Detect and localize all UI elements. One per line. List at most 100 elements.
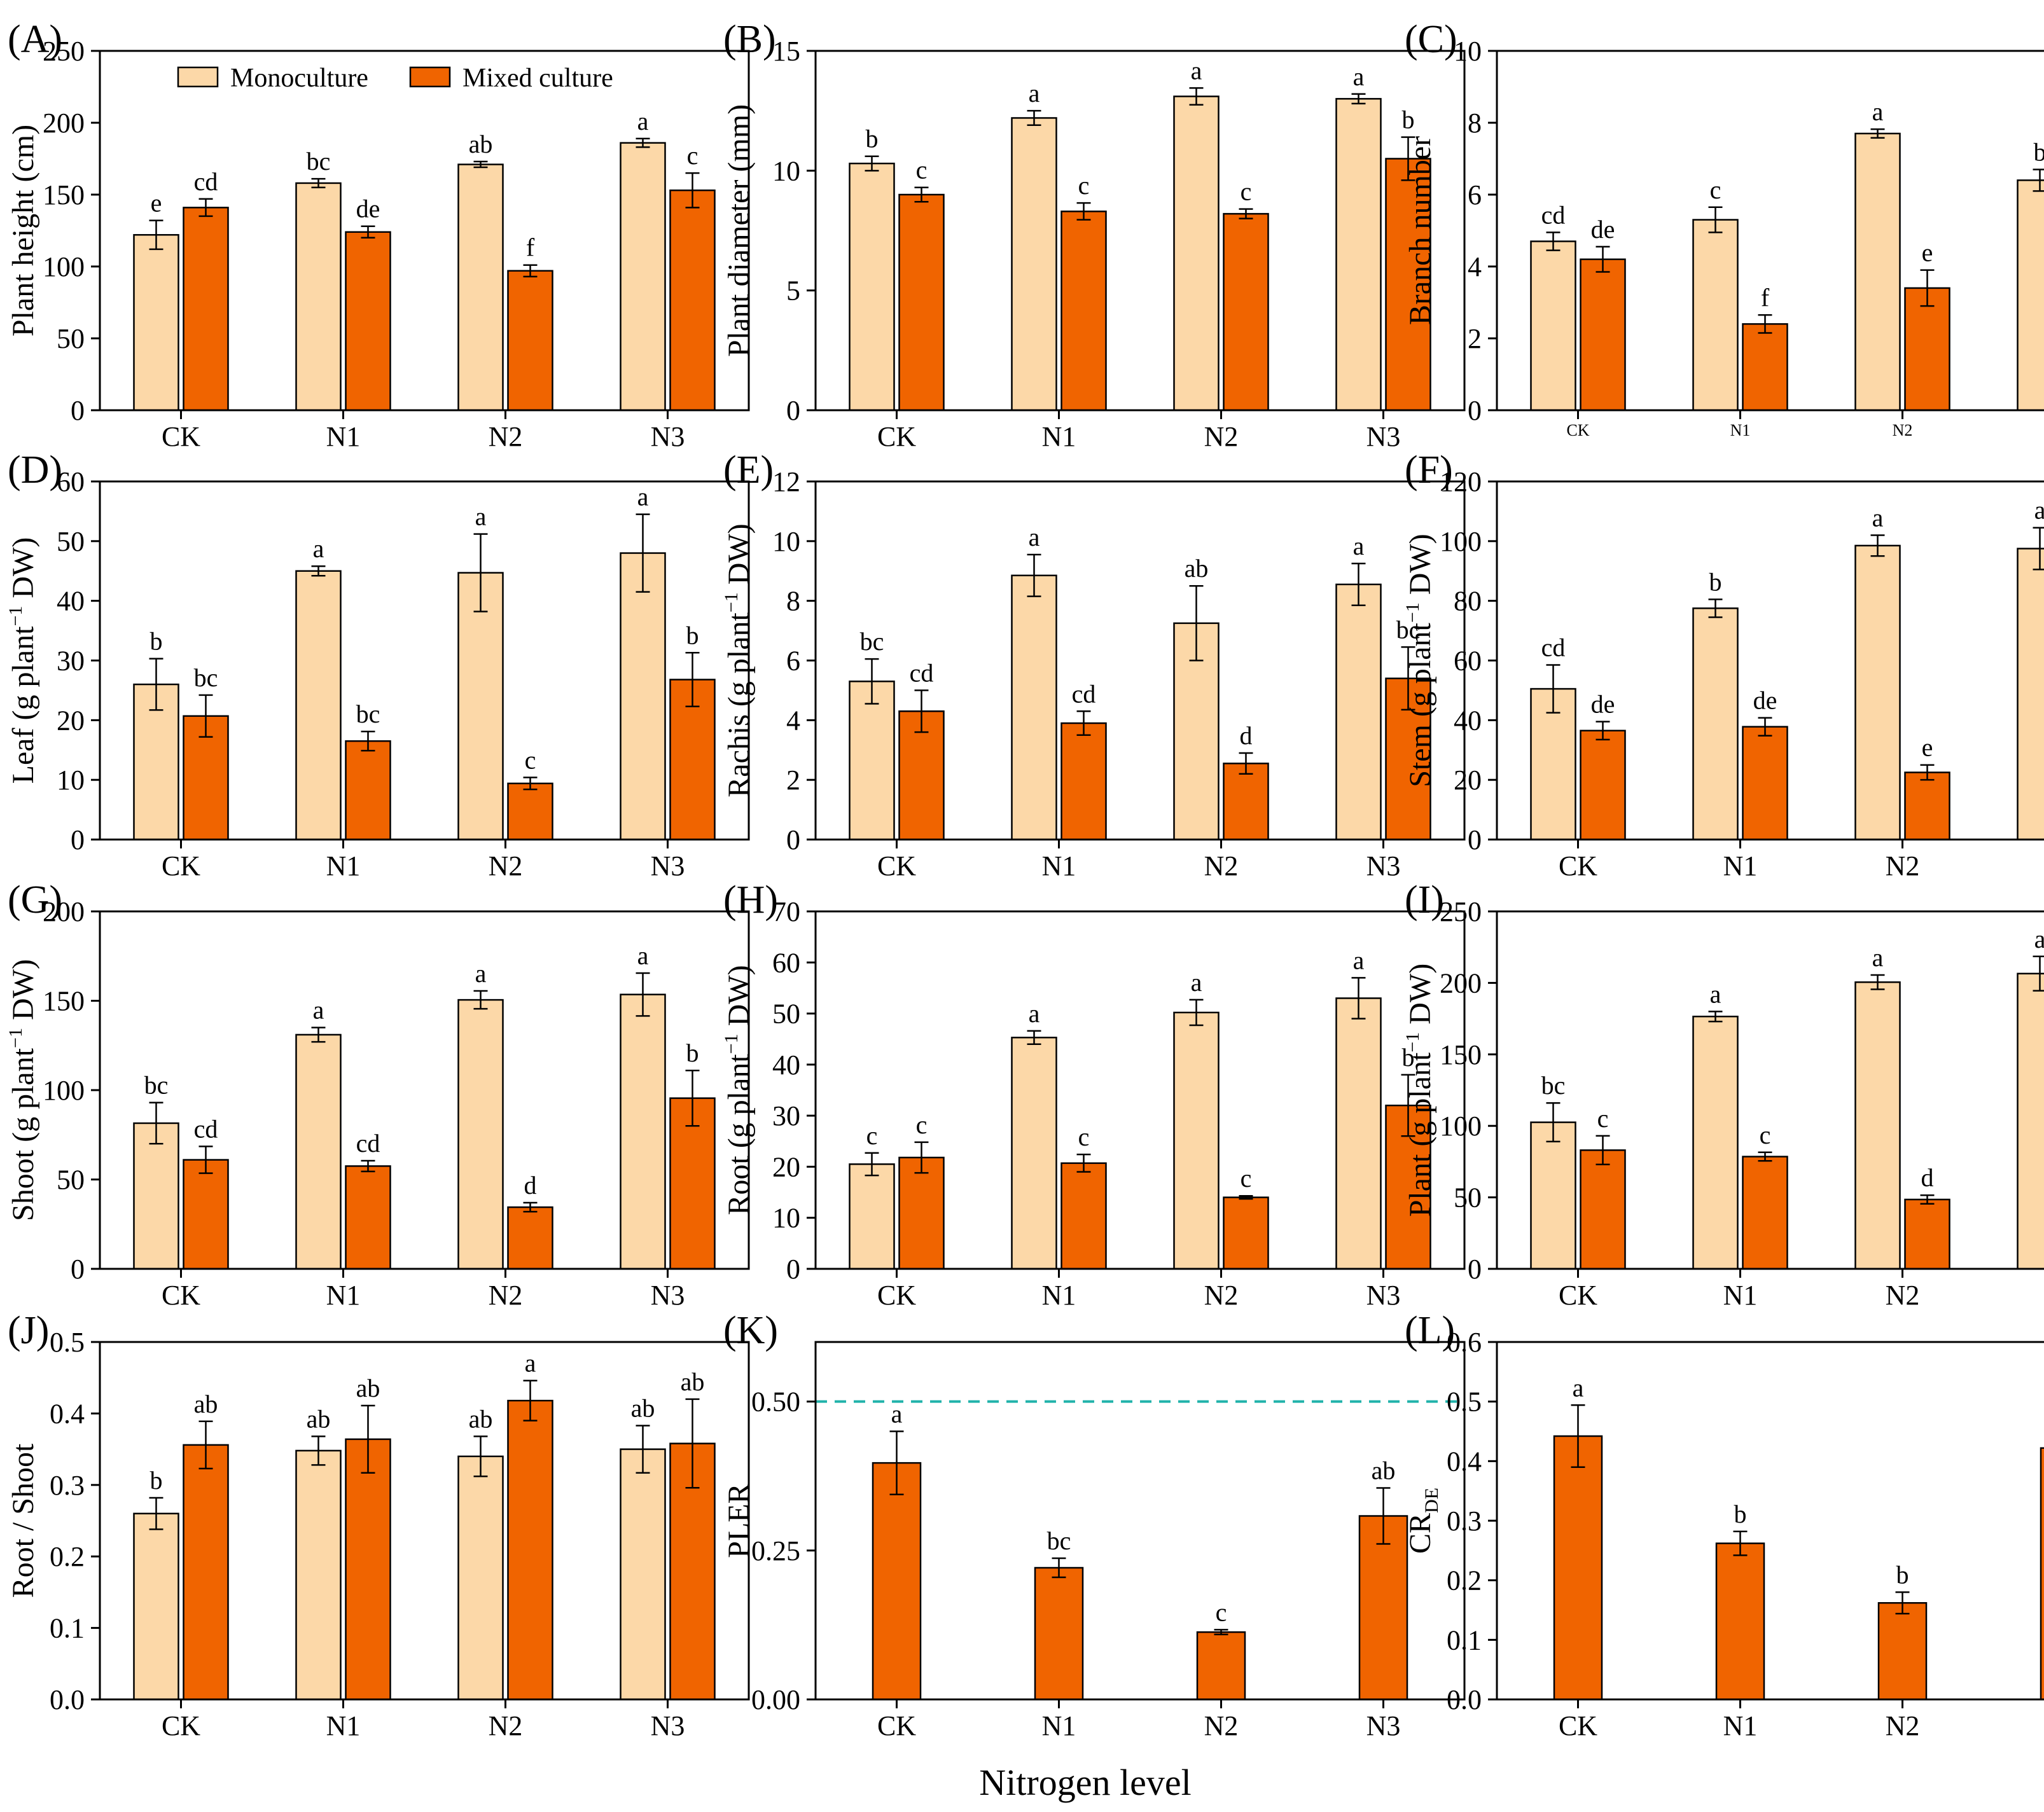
significance-label: a	[637, 107, 649, 135]
significance-label: de	[1591, 215, 1615, 244]
bar	[1580, 730, 1626, 841]
significance-label: c	[1597, 1104, 1609, 1133]
y-tick-label: 40	[1454, 705, 1482, 736]
bar	[898, 193, 945, 412]
panel-label: (G)	[8, 878, 62, 922]
y-axis-title-text: Root (g plant	[722, 1054, 756, 1215]
y-tick-label: 200	[43, 896, 85, 927]
y-tick-label: 10	[772, 155, 800, 186]
y-tick-label: 0.5	[1447, 1387, 1482, 1418]
y-axis-title: Stem (g plant−1 DW)	[1402, 534, 1437, 787]
significance-label: b	[2034, 137, 2044, 166]
y-tick-label: 70	[772, 896, 800, 927]
bar	[849, 681, 895, 841]
panel-label: (C)	[1405, 18, 1457, 61]
bar	[507, 1206, 553, 1270]
significance-label: cd	[910, 658, 934, 687]
significance-label: a	[1029, 999, 1040, 1028]
x-tick-label: N3	[651, 1710, 685, 1741]
significance-label: e	[1922, 239, 1933, 267]
y-tick-label: 100	[1440, 526, 1482, 557]
significance-label: c	[687, 141, 699, 170]
x-tick-label: N1	[326, 421, 361, 452]
panel-label: (H)	[723, 878, 778, 922]
significance-label: ab	[356, 1374, 380, 1402]
y-axis-title-unit: DW)	[1403, 964, 1437, 1032]
bar	[457, 163, 504, 412]
significance-label: b	[866, 125, 879, 153]
y-tick-label: 8	[786, 586, 800, 617]
significance-label: d	[1240, 721, 1253, 750]
y-tick-label: 2	[786, 764, 800, 796]
x-tick-label: CK	[877, 1280, 916, 1311]
significance-label: a	[637, 941, 649, 970]
significance-label: bc	[144, 1071, 169, 1100]
significance-label: cd	[1072, 679, 1096, 708]
legend: Monoculture Mixed culture	[177, 64, 613, 93]
y-axis-title-text: PLER	[722, 1483, 756, 1558]
significance-label: a	[1353, 62, 1365, 91]
significance-label: e	[151, 189, 162, 218]
significance-label: bc	[307, 147, 331, 176]
x-tick-label: N1	[1723, 850, 1758, 882]
bar	[1854, 981, 1901, 1270]
panel-label: (E)	[723, 448, 774, 492]
chart-panel-f: (F)020406080100120cdbaadedeebcCKN1N2N3St…	[1402, 448, 2044, 882]
bar	[1692, 219, 1739, 412]
significance-label: de	[356, 195, 380, 223]
y-tick-label: 0.2	[1447, 1565, 1482, 1596]
bar	[2040, 1447, 2044, 1701]
y-axis-title-unit: DW)	[722, 523, 756, 592]
bar	[133, 234, 179, 412]
significance-label: a	[525, 1349, 536, 1378]
y-tick-label: 60	[1454, 646, 1482, 677]
bar	[872, 1462, 922, 1701]
significance-label: a	[1573, 1373, 1584, 1402]
bar	[507, 782, 553, 841]
significance-label: a	[475, 502, 487, 531]
bar	[1530, 1121, 1576, 1270]
bar	[1553, 1435, 1603, 1701]
y-tick-label: 20	[772, 1151, 800, 1182]
significance-label: ab	[469, 1404, 493, 1433]
y-tick-label: 0	[71, 824, 85, 855]
chart-panel-e: (E) 0 2 4 6 8 10 12 bc a ab a cd cd d bc CK N1 N2 N3 Rachis …	[721, 448, 1466, 882]
y-tick-label: 12	[772, 466, 800, 497]
y-tick-label: 0.50	[751, 1387, 800, 1418]
y-axis-title-superscript: −1	[721, 1034, 742, 1054]
y-axis-title-superscript: −1	[5, 606, 26, 626]
y-axis-title: Leaf (g plant−1 DW)	[5, 537, 40, 784]
y-tick-label: 40	[57, 586, 85, 617]
x-tick-label: N3	[651, 850, 685, 882]
y-axis-title-superscript: −1	[5, 1028, 26, 1048]
y-tick-label: 8	[1468, 107, 1482, 139]
significance-label: bc	[1541, 1071, 1566, 1100]
significance-label: a	[1353, 532, 1365, 560]
y-tick-label: 0.4	[1447, 1446, 1482, 1477]
y-tick-label: 0.3	[1447, 1505, 1482, 1537]
y-tick-label: 0	[1468, 1254, 1482, 1285]
x-tick-label: N2	[1204, 1280, 1239, 1311]
significance-label: cd	[356, 1129, 380, 1158]
bar	[1742, 1156, 1788, 1270]
y-tick-label: 10	[772, 526, 800, 557]
x-tick-label: N2	[489, 421, 523, 452]
x-tick-label: CK	[1566, 421, 1589, 439]
significance-label: bc	[1396, 615, 1421, 644]
significance-label: bc	[356, 700, 380, 728]
x-tick-label: CK	[162, 1280, 200, 1311]
y-tick-label: 50	[772, 999, 800, 1030]
plot-frame	[1496, 50, 2044, 412]
y-tick-label: 0	[1468, 824, 1482, 855]
significance-label: cd	[194, 167, 218, 196]
y-tick-label: 15	[772, 36, 800, 67]
y-tick-label: 100	[1440, 1110, 1482, 1142]
bar	[1173, 95, 1220, 412]
x-tick-label: N2	[1893, 421, 1913, 439]
x-tick-label: N3	[1366, 1280, 1401, 1311]
y-axis-title: Plant height (cm)	[6, 125, 40, 336]
significance-label: a	[475, 959, 487, 988]
y-tick-label: 0	[71, 395, 85, 426]
x-tick-label: N1	[1730, 421, 1751, 439]
